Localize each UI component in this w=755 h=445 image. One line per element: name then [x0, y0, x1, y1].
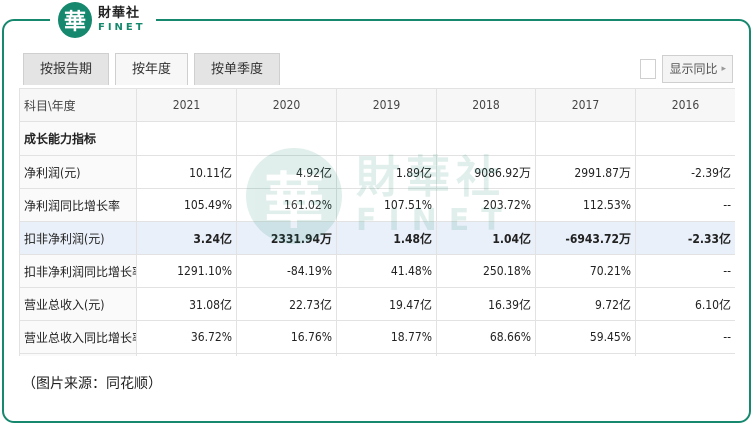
period-tabs: 按报告期 按年度 按单季度 [23, 53, 281, 85]
yoy-checkbox[interactable] [640, 59, 657, 79]
row-label: 扣非净利润(元) [19, 221, 137, 255]
show-yoy-label: 显示同比 [669, 62, 718, 76]
table-cell: 2331.94万 [236, 221, 337, 255]
row-label: 营业总收入同比增长率 [19, 320, 137, 354]
table-row: 净利润(元) 10.11亿 4.92亿 1.89亿 9086.92万 2991.87万 -2… [19, 155, 735, 189]
table-cell [136, 121, 237, 156]
tab-by-quarter[interactable]: 按单季度 [194, 53, 281, 85]
table-cell [236, 353, 337, 356]
year-header: 2021 [136, 88, 237, 122]
table-cell: -6943.72万 [535, 221, 636, 255]
table-header-row: 科目\年度 2021 2020 2019 2018 2017 2016 [19, 88, 735, 122]
section-row: 成长能力指标 [19, 121, 735, 156]
row-label: 净利润(元) [19, 155, 137, 189]
table-cell: -- [635, 188, 735, 222]
logo-en-text: FINET [98, 22, 146, 33]
table-cell: -- [635, 254, 735, 288]
table-cell [136, 353, 237, 356]
row-label [19, 353, 137, 356]
table-cell [336, 121, 437, 156]
table-cell: 250.18% [436, 254, 536, 288]
table-cell: 112.53% [535, 188, 636, 222]
year-header: 2020 [236, 88, 337, 122]
table-cell: -84.19% [236, 254, 337, 288]
logo-cn-text: 財華社 [98, 6, 141, 21]
table-cell: -2.33亿 [635, 221, 735, 255]
table-cell [635, 121, 735, 156]
table-row: 扣非净利润(元) 3.24亿 2331.94万 1.48亿 1.04亿 -6943.72万… [19, 221, 735, 255]
tab-by-report-period[interactable]: 按报告期 [23, 53, 110, 85]
table-cell: 16.76% [236, 320, 337, 354]
table-cell: -2.39亿 [635, 155, 735, 189]
content-frame [2, 19, 751, 423]
chevron-right-icon: ▸ [721, 64, 726, 74]
table-cell: 31.08亿 [136, 287, 237, 321]
table-cell [236, 121, 337, 156]
row-label: 扣非净利润同比增长率 [19, 254, 137, 288]
table-cell: -- [635, 320, 735, 354]
table-row: 扣非净利润同比增长率 1291.10% -84.19% 41.48% 250.18% 70… [19, 254, 735, 288]
financial-table: 科目\年度 2021 2020 2019 2018 2017 2016 成长能力… [19, 88, 735, 356]
table-cell: 18.77% [336, 320, 437, 354]
image-source-caption: （图片来源：同花顺） [22, 376, 162, 392]
table-cell [336, 353, 437, 356]
financial-table-container: 科目\年度 2021 2020 2019 2018 2017 2016 成长能力… [19, 88, 735, 356]
table-cell: 4.92亿 [236, 155, 337, 189]
finet-logo: 華 財華社 FINET [50, 0, 156, 40]
table-cell: 107.51% [336, 188, 437, 222]
table-cell [535, 121, 636, 156]
table-cell: 68.66% [436, 320, 536, 354]
row-label: 营业总收入(元) [19, 287, 137, 321]
year-header: 2018 [436, 88, 536, 122]
table-cell: 105.49% [136, 188, 237, 222]
table-cell: 3.24亿 [136, 221, 237, 255]
year-header: 2019 [336, 88, 437, 122]
row-label: 净利润同比增长率 [19, 188, 137, 222]
table-row: 营业总收入同比增长率 36.72% 16.76% 18.77% 68.66% 59.45%… [19, 320, 735, 354]
table-cell: 1291.10% [136, 254, 237, 288]
table-cell [635, 353, 735, 356]
table-cell: 1.48亿 [336, 221, 437, 255]
table-cell: 41.48% [336, 254, 437, 288]
table-cell: 36.72% [136, 320, 237, 354]
table-cell: 161.02% [236, 188, 337, 222]
table-cell: 203.72% [436, 188, 536, 222]
year-header: 2016 [635, 88, 735, 122]
year-header: 2017 [535, 88, 636, 122]
show-yoy-button[interactable]: 显示同比 ▸ [662, 55, 733, 83]
table-cell: 1.04亿 [436, 221, 536, 255]
table-row: 营业总收入(元) 31.08亿 22.73亿 19.47亿 16.39亿 9.72亿 6.1… [19, 287, 735, 321]
table-cell: 16.39亿 [436, 287, 536, 321]
hua-logo-icon: 華 [58, 2, 92, 38]
tab-by-year[interactable]: 按年度 [115, 53, 189, 85]
table-cell [535, 353, 636, 356]
table-cell: 10.11亿 [136, 155, 237, 189]
table-cell: 1.89亿 [336, 155, 437, 189]
header-corner: 科目\年度 [19, 88, 137, 122]
table-cell: 9.72亿 [535, 287, 636, 321]
table-cell: 6.10亿 [635, 287, 735, 321]
table-cell: 19.47亿 [336, 287, 437, 321]
table-cell: 22.73亿 [236, 287, 337, 321]
table-cell [436, 353, 536, 356]
yoy-toggle: 显示同比 ▸ [640, 55, 733, 83]
table-cell: 59.45% [535, 320, 636, 354]
table-row [19, 353, 735, 356]
table-row: 净利润同比增长率 105.49% 161.02% 107.51% 203.72% 112.… [19, 188, 735, 222]
table-cell: 9086.92万 [436, 155, 536, 189]
section-label: 成长能力指标 [19, 121, 137, 156]
logo-wordmark: 財華社 FINET [98, 7, 146, 33]
table-cell [436, 121, 536, 156]
table-cell: 2991.87万 [535, 155, 636, 189]
table-cell: 70.21% [535, 254, 636, 288]
